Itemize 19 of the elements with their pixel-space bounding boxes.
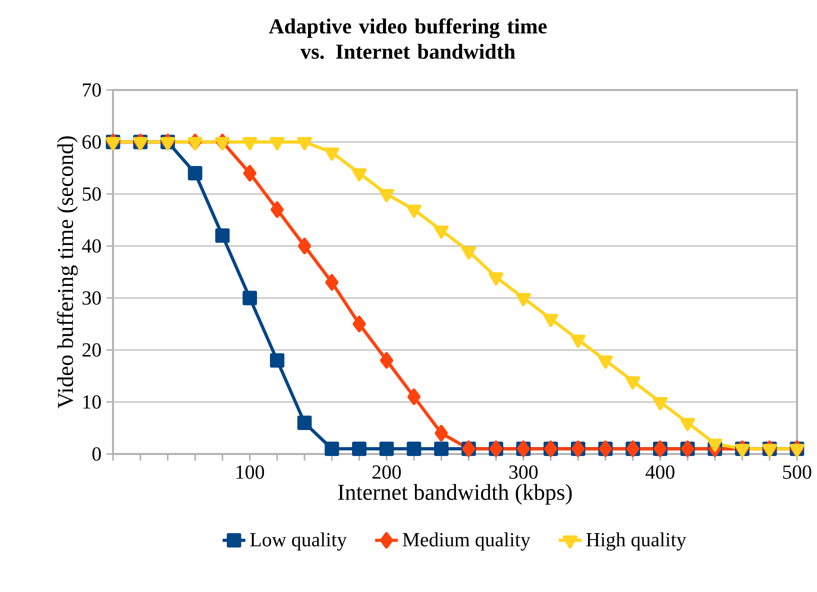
legend-label: Low quality: [250, 532, 347, 551]
legend-label: High quality: [586, 532, 686, 551]
y-tick-label: 0: [92, 447, 101, 461]
x-tick-label: 300: [509, 465, 538, 479]
chart-title: Adaptive video buffering time vs. Internet bandwidth: [268, 18, 547, 59]
y-tick-label: 50: [82, 187, 101, 201]
y-tick-label: 10: [83, 395, 101, 409]
x-tick-label: 100: [236, 465, 264, 479]
x-tick-label: 500: [783, 465, 812, 479]
y-axis-title: Video buffering time (second): [56, 136, 78, 408]
y-tick-label: 20: [82, 343, 101, 357]
y-tick-label: 30: [82, 291, 101, 305]
x-tick-label: 200: [372, 465, 401, 479]
legend-label: Medium quality: [402, 532, 530, 551]
y-tick-label: 60: [82, 135, 101, 149]
x-axis-title: Internet bandwidth (kbps): [338, 484, 572, 505]
x-tick-label: 400: [646, 465, 674, 479]
y-tick-label: 40: [82, 239, 101, 253]
y-tick-label: 70: [82, 83, 101, 97]
